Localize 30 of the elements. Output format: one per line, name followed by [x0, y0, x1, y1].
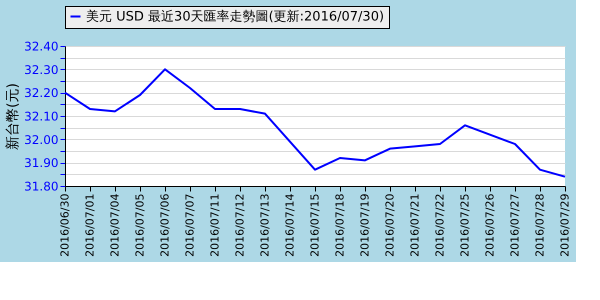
- x-tick-label: 2016/07/27: [508, 194, 522, 257]
- x-tick-label: 2016/07/20: [384, 194, 396, 257]
- x-tick-label: 2016/07/13: [258, 194, 272, 257]
- x-tick-label: 2016/07/22: [434, 194, 446, 257]
- x-tick-label: 2016/07/04: [108, 194, 122, 257]
- y-tick-label: 32.40: [24, 40, 58, 54]
- x-tick-label: 2016/07/18: [334, 194, 346, 257]
- x-tick-label: 2016/07/05: [134, 194, 146, 257]
- y-tick-label: 32.30: [24, 62, 58, 77]
- x-tick-label: 2016/07/25: [458, 194, 472, 257]
- x-tick-label: 2016/07/28: [534, 194, 546, 257]
- x-tick-label: 2016/07/29: [558, 194, 572, 257]
- x-tick-label: 2016/07/14: [284, 194, 296, 257]
- y-tick-label: 32.20: [24, 86, 58, 100]
- y-tick-label: 32.00: [24, 132, 58, 147]
- y-tick-label: 31.80: [24, 180, 58, 194]
- x-tick-label: 2016/07/15: [308, 194, 322, 257]
- y-tick-label: 31.90: [24, 156, 58, 170]
- x-tick-label: 2016/07/01: [84, 194, 96, 257]
- x-tick-label: 2016/07/26: [484, 194, 496, 257]
- y-axis-title: 新台幣(元): [5, 83, 22, 150]
- x-tick-label: 2016/07/21: [408, 194, 422, 257]
- legend-label: 美元 USD 最近30天匯率走勢圖(更新:2016/07/30): [86, 8, 384, 24]
- x-tick-label: 2016/07/19: [358, 194, 372, 257]
- x-tick-label: 2016/06/30: [58, 194, 72, 257]
- x-tick-label: 2016/07/06: [158, 194, 172, 257]
- x-tick-label: 2016/07/07: [184, 194, 196, 257]
- y-tick-label: 32.10: [24, 110, 58, 124]
- x-tick-label: 2016/07/12: [234, 194, 246, 257]
- x-tick-label: 2016/07/11: [208, 194, 222, 257]
